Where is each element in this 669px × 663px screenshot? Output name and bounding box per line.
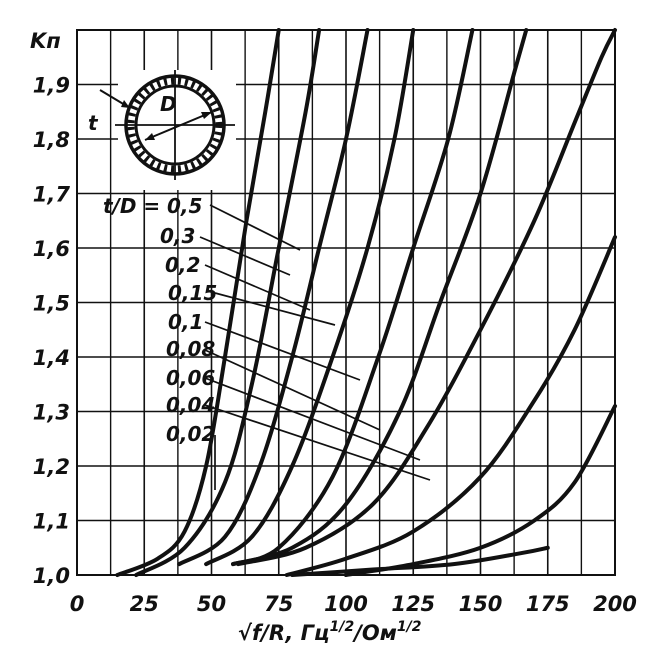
series-line-7: 0,04	[284, 235, 617, 577]
thickness-label: t	[88, 111, 99, 135]
x-tick-label: 125	[391, 592, 435, 616]
x-tick-label: 50	[197, 592, 226, 616]
x-tick-label: 25	[130, 592, 159, 616]
x-tick-label: 75	[264, 592, 293, 616]
leader-line-6	[204, 377, 421, 461]
leader-line-0	[209, 204, 301, 251]
leader-line-1	[199, 236, 291, 276]
series-line-0: 0,5	[115, 28, 281, 577]
leader-lines	[199, 204, 431, 490]
y-tick-label: 1,8	[33, 128, 70, 152]
legend-label-4: 0,1	[168, 310, 203, 334]
diameter-label: D	[160, 92, 177, 116]
legend-label-8: 0,02	[166, 422, 215, 446]
x-axis-label: √f/R, Гц1/2/Ом1/2	[238, 619, 422, 645]
series-line-1: 0,3	[134, 28, 322, 577]
legend-prefix: t/D =	[103, 194, 160, 218]
y-tick-label: 1,9	[33, 74, 70, 98]
series-line-5: 0,08	[231, 28, 529, 567]
series-line-8: 0,02	[344, 404, 617, 577]
leader-line-3	[214, 292, 336, 326]
y-tick-label: 1,1	[33, 510, 70, 534]
legend-label-5: 0,08	[166, 337, 215, 361]
x-tick-label: 175	[526, 592, 570, 616]
legend-label-0: 0,5	[167, 194, 202, 218]
y-tick-label: 1,0	[33, 564, 70, 588]
y-tick-labels: 1,0 1,1 1,2 1,3 1,4 1,5 1,6 1,7 1,8 1,9	[33, 74, 71, 589]
x-tick-label: 150	[459, 592, 503, 616]
leader-line-2	[204, 264, 311, 311]
diameter-arrow	[144, 111, 213, 141]
x-tick-labels: 0 25 50 75 100 125 150 175 200	[70, 592, 637, 616]
leader-line-5	[204, 349, 381, 431]
x-tick-label: 0	[70, 592, 85, 616]
legend-label-2: 0,2	[165, 253, 200, 277]
series-line-4: 0,1	[231, 28, 475, 567]
leader-line-4	[204, 321, 361, 381]
leader-line-7	[204, 404, 431, 481]
y-tick-label: 1,3	[33, 401, 70, 425]
y-tick-label: 1,7	[33, 183, 71, 207]
legend-label-3: 0,15	[168, 281, 217, 305]
series-line-6: 0,06	[236, 28, 617, 567]
pipe-cross-section-diagram: D t	[88, 70, 236, 190]
curves: 0,50,30,20,150,10,080,060,040,02	[115, 28, 617, 577]
legend-label-6: 0,06	[166, 366, 215, 390]
legend-label-7: 0,04	[166, 393, 215, 417]
y-tick-label: 1,5	[33, 292, 70, 316]
x-tick-label: 100	[324, 592, 368, 616]
series-line-2: 0,2	[177, 28, 370, 567]
y-axis-label: Kп	[30, 29, 61, 53]
series-line-3: 0,15	[204, 28, 416, 567]
y-tick-label: 1,2	[33, 455, 70, 479]
y-tick-label: 1,4	[33, 346, 70, 370]
x-tick-label: 200	[593, 592, 637, 616]
y-tick-label: 1,6	[33, 237, 70, 261]
legend-label-1: 0,3	[160, 224, 195, 248]
series-line-9	[290, 545, 550, 577]
